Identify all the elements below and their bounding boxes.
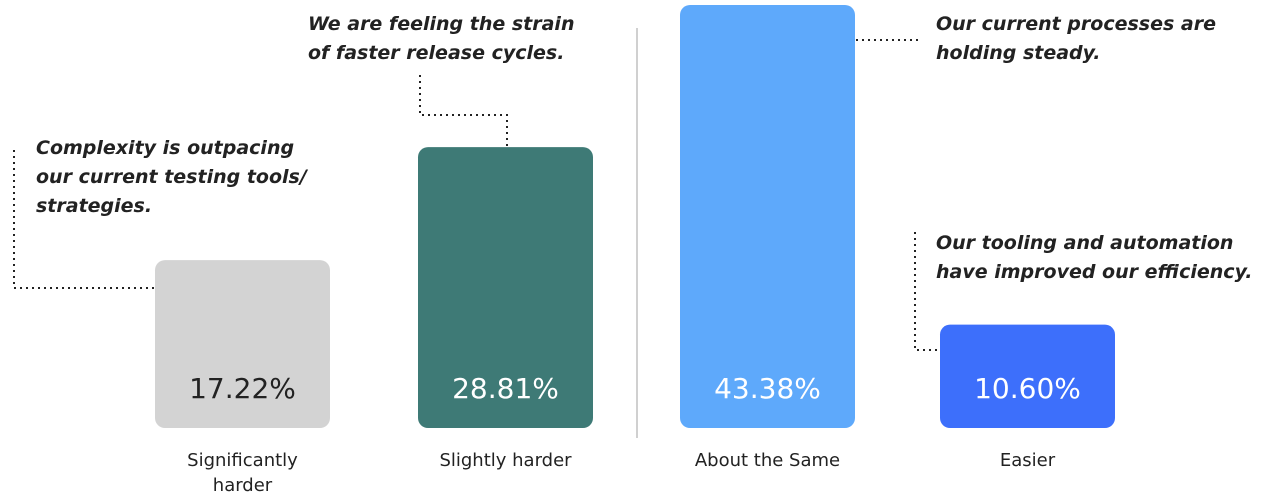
value-label: 28.81% [452,372,559,405]
bar [940,324,1115,428]
bar [680,5,855,428]
value-label: 10.60% [974,372,1081,405]
connector [419,75,508,175]
x-tick-label: Slightly harder [439,450,572,471]
value-label: 43.38% [714,372,821,405]
bar [155,260,330,428]
x-tick-label: About the Same [694,450,841,471]
value-label: 17.22% [189,372,296,405]
x-tick-label: Significantly harder [187,450,298,496]
annotation: Complexity is outpacing our current test… [36,137,307,217]
annotation: We are feeling the strain of faster rele… [308,13,575,64]
annotation: Our tooling and automation have improved… [936,232,1253,283]
bar [418,147,593,428]
annotation: Our current processes are holding steady… [936,13,1216,64]
x-tick-label: Easier [999,450,1056,471]
connector [13,150,245,289]
